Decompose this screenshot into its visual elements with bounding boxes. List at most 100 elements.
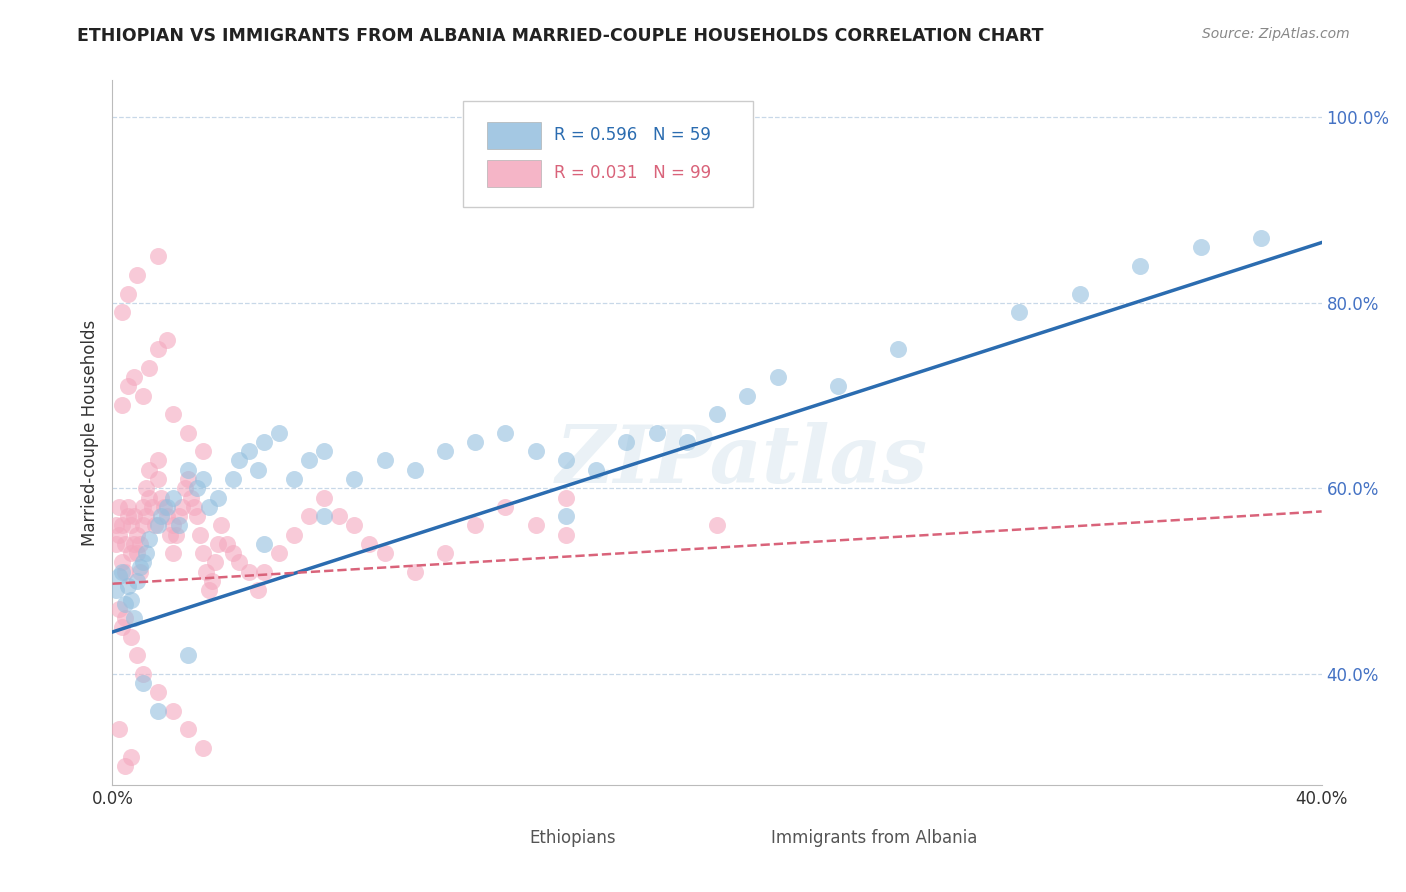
Point	[228, 453, 250, 467]
Point	[143, 518, 166, 533]
Point	[645, 425, 668, 440]
Point	[117, 379, 139, 393]
Point	[132, 556, 155, 570]
Point	[114, 611, 136, 625]
Point	[267, 425, 290, 440]
Point	[125, 268, 148, 282]
Point	[217, 537, 239, 551]
Point	[201, 574, 224, 588]
Point	[138, 533, 160, 547]
Point	[104, 518, 127, 533]
Point	[827, 379, 849, 393]
Point	[283, 472, 305, 486]
Point	[554, 509, 576, 524]
Point	[228, 556, 250, 570]
Point	[283, 527, 305, 541]
Point	[153, 500, 176, 514]
Point	[177, 723, 200, 737]
Point	[146, 472, 169, 486]
Point	[117, 509, 139, 524]
Point	[156, 509, 179, 524]
Text: Ethiopians: Ethiopians	[530, 829, 616, 847]
Point	[138, 463, 160, 477]
Point	[162, 704, 184, 718]
Point	[135, 481, 157, 495]
Point	[298, 453, 321, 467]
FancyBboxPatch shape	[463, 102, 754, 207]
Point	[122, 537, 145, 551]
Point	[120, 546, 142, 560]
Point	[122, 370, 145, 384]
Point	[524, 518, 547, 533]
Point	[314, 509, 336, 524]
Point	[125, 527, 148, 541]
Point	[191, 472, 214, 486]
Point	[737, 388, 759, 402]
Point	[104, 583, 127, 598]
Point	[180, 491, 202, 505]
Point	[122, 611, 145, 625]
Point	[177, 463, 200, 477]
FancyBboxPatch shape	[488, 160, 540, 187]
Point	[222, 472, 245, 486]
Point	[110, 620, 132, 634]
Point	[114, 565, 136, 579]
Point	[238, 444, 260, 458]
Point	[253, 537, 276, 551]
Point	[433, 546, 456, 560]
Point	[117, 579, 139, 593]
Point	[464, 518, 486, 533]
Point	[186, 509, 208, 524]
Point	[135, 546, 157, 560]
Point	[110, 305, 132, 319]
Point	[238, 565, 260, 579]
Point	[114, 759, 136, 773]
Point	[162, 491, 184, 505]
Point	[146, 342, 169, 356]
Point	[146, 453, 169, 467]
Point	[495, 425, 517, 440]
Point	[165, 527, 187, 541]
Point	[149, 509, 172, 524]
Point	[1008, 305, 1031, 319]
Point	[298, 509, 321, 524]
Point	[110, 556, 132, 570]
Point	[222, 546, 245, 560]
Point	[159, 527, 181, 541]
Point	[198, 500, 221, 514]
Point	[191, 546, 214, 560]
Point	[138, 360, 160, 375]
Point	[146, 518, 169, 533]
Point	[706, 518, 728, 533]
Point	[495, 500, 517, 514]
Point	[114, 537, 136, 551]
Point	[195, 565, 218, 579]
Point	[246, 463, 269, 477]
Point	[253, 565, 276, 579]
Point	[110, 518, 132, 533]
Point	[132, 518, 155, 533]
Point	[156, 500, 179, 514]
Point	[554, 527, 576, 541]
Point	[122, 509, 145, 524]
Point	[132, 666, 155, 681]
Point	[204, 556, 226, 570]
Point	[146, 685, 169, 699]
Text: ETHIOPIAN VS IMMIGRANTS FROM ALBANIA MARRIED-COUPLE HOUSEHOLDS CORRELATION CHART: ETHIOPIAN VS IMMIGRANTS FROM ALBANIA MAR…	[77, 27, 1043, 45]
Point	[675, 434, 697, 449]
Point	[188, 527, 211, 541]
Point	[128, 565, 150, 579]
Point	[374, 546, 396, 560]
Point	[125, 574, 148, 588]
FancyBboxPatch shape	[472, 826, 520, 850]
Point	[887, 342, 910, 356]
Point	[132, 676, 155, 690]
Point	[114, 597, 136, 611]
Point	[141, 500, 163, 514]
Point	[706, 407, 728, 421]
Point	[120, 750, 142, 764]
Point	[554, 491, 576, 505]
Point	[207, 491, 229, 505]
Point	[162, 518, 184, 533]
Point	[524, 444, 547, 458]
